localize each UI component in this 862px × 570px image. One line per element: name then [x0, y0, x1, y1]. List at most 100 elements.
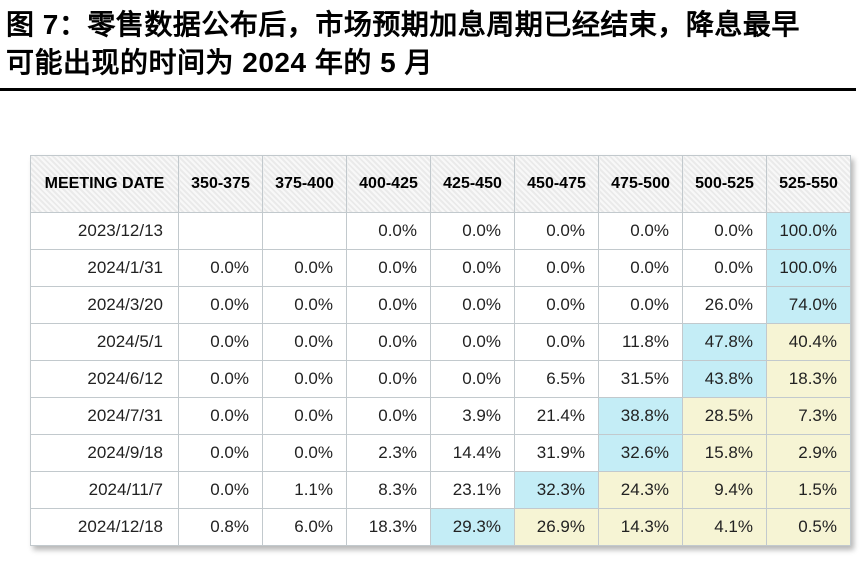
prob-cell: 0.0%: [346, 397, 431, 435]
prob-cell: 28.5%: [682, 397, 767, 435]
column-header-meeting-date: MEETING DATE: [30, 155, 179, 213]
table-row: 2024/9/18 0.0% 0.0% 2.3% 14.4% 31.9% 32.…: [30, 434, 851, 472]
prob-cell: 0.0%: [682, 249, 767, 287]
prob-cell: 0.0%: [346, 286, 431, 324]
prob-cell: 74.0%: [766, 286, 851, 324]
table-row: 2024/1/31 0.0% 0.0% 0.0% 0.0% 0.0% 0.0% …: [30, 249, 851, 287]
prob-cell: 7.3%: [766, 397, 851, 435]
table-row: 2024/5/1 0.0% 0.0% 0.0% 0.0% 0.0% 11.8% …: [30, 323, 851, 361]
table-row: 2024/7/31 0.0% 0.0% 0.0% 3.9% 21.4% 38.8…: [30, 397, 851, 435]
title-divider: [0, 88, 856, 91]
prob-cell: 0.0%: [262, 323, 347, 361]
prob-cell: 18.3%: [766, 360, 851, 398]
table-row: 2024/11/7 0.0% 1.1% 8.3% 23.1% 32.3% 24.…: [30, 471, 851, 509]
prob-cell: 0.0%: [346, 249, 431, 287]
prob-cell: 0.0%: [598, 212, 683, 250]
prob-cell: 11.8%: [598, 323, 683, 361]
prob-cell: 6.5%: [514, 360, 599, 398]
prob-cell: 100.0%: [766, 212, 851, 250]
prob-cell: [262, 212, 347, 250]
prob-cell: 14.3%: [598, 508, 683, 546]
prob-cell: 0.0%: [178, 471, 263, 509]
prob-cell: 8.3%: [346, 471, 431, 509]
prob-cell: 0.0%: [262, 286, 347, 324]
header-row: MEETING DATE 350-375 375-400 400-425 425…: [30, 155, 851, 213]
prob-cell: 0.0%: [178, 286, 263, 324]
table-row: 2023/12/13 0.0% 0.0% 0.0% 0.0% 0.0% 100.…: [30, 212, 851, 250]
prob-cell: 26.0%: [682, 286, 767, 324]
meeting-date-cell: 2024/9/18: [30, 434, 179, 472]
prob-cell: 32.6%: [598, 434, 683, 472]
prob-cell: 3.9%: [430, 397, 515, 435]
meeting-date-cell: 2023/12/13: [30, 212, 179, 250]
figure-title: 图 7：零售数据公布后，市场预期加息周期已经结束，降息最早 可能出现的时间为 2…: [0, 0, 862, 82]
column-header-400-425: 400-425: [346, 155, 431, 213]
prob-cell: 2.9%: [766, 434, 851, 472]
prob-cell: 0.0%: [514, 286, 599, 324]
prob-cell: 0.0%: [262, 434, 347, 472]
prob-cell: 0.0%: [346, 323, 431, 361]
prob-cell: 26.9%: [514, 508, 599, 546]
prob-cell: 0.0%: [262, 397, 347, 435]
prob-cell: 0.0%: [178, 323, 263, 361]
prob-cell: 40.4%: [766, 323, 851, 361]
prob-cell: 0.0%: [682, 212, 767, 250]
prob-cell: 9.4%: [682, 471, 767, 509]
prob-cell: 0.0%: [430, 249, 515, 287]
prob-cell: 23.1%: [430, 471, 515, 509]
prob-cell: 0.0%: [514, 212, 599, 250]
column-header-475-500: 475-500: [598, 155, 683, 213]
column-header-375-400: 375-400: [262, 155, 347, 213]
prob-cell: 1.1%: [262, 471, 347, 509]
prob-cell: 0.0%: [598, 286, 683, 324]
column-header-525-550: 525-550: [766, 155, 851, 213]
prob-cell: 1.5%: [766, 471, 851, 509]
column-header-450-475: 450-475: [514, 155, 599, 213]
prob-cell: 0.0%: [430, 360, 515, 398]
prob-cell: 0.0%: [430, 286, 515, 324]
column-header-350-375: 350-375: [178, 155, 263, 213]
prob-cell: 0.0%: [178, 249, 263, 287]
prob-cell: 18.3%: [346, 508, 431, 546]
prob-cell: 0.0%: [178, 360, 263, 398]
prob-cell: 31.9%: [514, 434, 599, 472]
prob-cell: 0.0%: [514, 323, 599, 361]
meeting-date-cell: 2024/1/31: [30, 249, 179, 287]
prob-cell: 43.8%: [682, 360, 767, 398]
prob-cell: 24.3%: [598, 471, 683, 509]
meeting-date-cell: 2024/6/12: [30, 360, 179, 398]
prob-cell: 0.0%: [430, 323, 515, 361]
meeting-date-cell: 2024/7/31: [30, 397, 179, 435]
table-row: 2024/6/12 0.0% 0.0% 0.0% 0.0% 6.5% 31.5%…: [30, 360, 851, 398]
prob-cell: 0.0%: [514, 249, 599, 287]
prob-cell: 0.0%: [178, 397, 263, 435]
meeting-date-cell: 2024/12/18: [30, 508, 179, 546]
prob-cell: 47.8%: [682, 323, 767, 361]
column-header-500-525: 500-525: [682, 155, 767, 213]
prob-cell: 0.0%: [262, 360, 347, 398]
probability-table-container: MEETING DATE 350-375 375-400 400-425 425…: [30, 155, 851, 546]
prob-cell: 0.8%: [178, 508, 263, 546]
meeting-date-cell: 2024/11/7: [30, 471, 179, 509]
prob-cell: 15.8%: [682, 434, 767, 472]
prob-cell: 4.1%: [682, 508, 767, 546]
prob-cell: 21.4%: [514, 397, 599, 435]
column-header-425-450: 425-450: [430, 155, 515, 213]
table-row: 2024/12/18 0.8% 6.0% 18.3% 29.3% 26.9% 1…: [30, 508, 851, 546]
figure-title-line-2: 可能出现的时间为 2024 年的 5 月: [6, 47, 433, 78]
prob-cell: 0.0%: [598, 249, 683, 287]
prob-cell: 31.5%: [598, 360, 683, 398]
figure-title-line-1: 图 7：零售数据公布后，市场预期加息周期已经结束，降息最早: [6, 9, 800, 40]
table-row: 2024/3/20 0.0% 0.0% 0.0% 0.0% 0.0% 0.0% …: [30, 286, 851, 324]
prob-cell: 0.0%: [430, 212, 515, 250]
meeting-date-cell: 2024/3/20: [30, 286, 179, 324]
prob-cell: 0.0%: [346, 212, 431, 250]
prob-cell: 14.4%: [430, 434, 515, 472]
prob-cell: 0.5%: [766, 508, 851, 546]
prob-cell: 32.3%: [514, 471, 599, 509]
prob-cell: 100.0%: [766, 249, 851, 287]
prob-cell: 29.3%: [430, 508, 515, 546]
prob-cell: 38.8%: [598, 397, 683, 435]
prob-cell: 0.0%: [178, 434, 263, 472]
prob-cell: 0.0%: [262, 249, 347, 287]
